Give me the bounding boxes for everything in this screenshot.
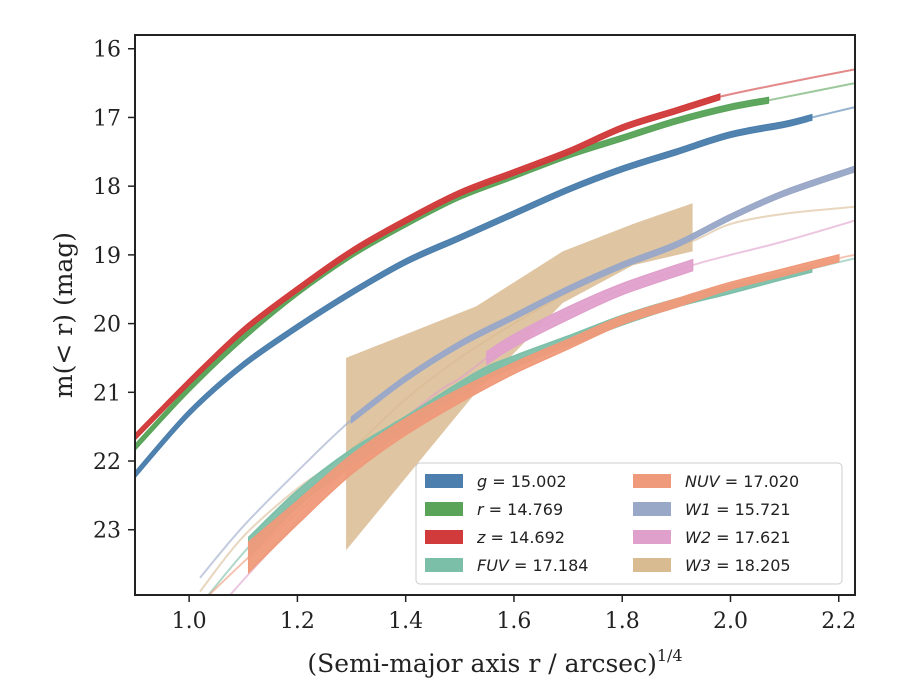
series-z (135, 68, 855, 441)
series-NUV (207, 253, 855, 595)
y-tick-label: 22 (93, 450, 121, 475)
measured-band-W1 (350, 165, 855, 424)
x-axis-title-exponent: 1/4 (657, 646, 683, 665)
legend-frame (415, 462, 843, 585)
x-tick-label: 1.6 (496, 609, 531, 634)
legend-swatch-W3 (633, 558, 671, 572)
x-tick-label: 2.2 (821, 609, 856, 634)
legend-label-W2: W2 = 17.621 (685, 528, 791, 547)
y-tick-label: 23 (93, 519, 121, 544)
legend-item-W3: W3 = 18.205 (633, 556, 791, 575)
legend-item-FUV: FUV = 17.184 (425, 556, 588, 575)
legend: g = 15.002 r = 14.769 z = 14.692 FUV = 17.1… (415, 462, 843, 585)
legend-swatch-g (425, 474, 463, 488)
series-layer (135, 68, 855, 595)
x-axis-title: (Semi-major axis r / arcsec)1/4 (307, 646, 682, 678)
x-tick-label: 1.2 (280, 609, 315, 634)
y-tick-label: 21 (93, 381, 121, 406)
x-tick-label: 2.0 (713, 609, 748, 634)
y-tick-label: 19 (93, 244, 121, 269)
x-tick-label: 1.4 (388, 609, 423, 634)
y-tick-label: 18 (93, 175, 121, 200)
ticks-layer: 1.0 1.2 1.4 1.6 1.8 2.0 2.2 16 17 18 19 20 21 22 23 (93, 38, 856, 634)
legend-label-W1: W1 = 15.721 (685, 500, 791, 519)
y-axis-title: m(< r) (mag) (49, 232, 78, 398)
legend-item-NUV: NUV = 17.020 (633, 472, 799, 491)
legend-swatch-r (425, 502, 463, 516)
legend-swatch-z (425, 530, 463, 544)
legend-label-r: r = 14.769 (477, 500, 563, 519)
legend-swatch-W2 (633, 530, 671, 544)
y-tick-label: 16 (93, 38, 121, 63)
measured-band-z (135, 93, 721, 441)
series-g (135, 106, 855, 479)
legend-label-FUV: FUV = 17.184 (477, 556, 588, 575)
measured-band-NUV (247, 253, 840, 575)
legend-label-z: z = 14.692 (476, 528, 565, 547)
legend-item-z: z = 14.692 (425, 528, 565, 547)
x-tick-label: 1.8 (605, 609, 640, 634)
legend-swatch-NUV (633, 474, 671, 488)
legend-swatch-W1 (633, 502, 671, 516)
series-W3 (199, 203, 855, 593)
legend-item-W1: W1 = 15.721 (633, 500, 791, 519)
legend-label-W3: W3 = 18.205 (685, 556, 791, 575)
x-axis-title-text: (Semi-major axis r / arcsec) (307, 649, 656, 678)
legend-item-r: r = 14.769 (425, 500, 563, 519)
legend-item-g: g = 15.002 (425, 472, 567, 491)
measured-band-W2 (486, 258, 694, 366)
x-tick-label: 1.0 (172, 609, 207, 634)
legend-item-W2: W2 = 17.621 (633, 528, 791, 547)
y-tick-label: 17 (93, 106, 121, 131)
series-W1 (199, 165, 855, 579)
plot-frame (134, 34, 856, 596)
legend-label-NUV: NUV = 17.020 (685, 472, 799, 491)
measured-band-g (135, 113, 813, 479)
legend-label-g: g = 15.002 (477, 472, 567, 491)
uncertainty-band-W3 (346, 203, 693, 551)
y-tick-label: 20 (93, 313, 121, 338)
legend-swatch-FUV (425, 558, 463, 572)
